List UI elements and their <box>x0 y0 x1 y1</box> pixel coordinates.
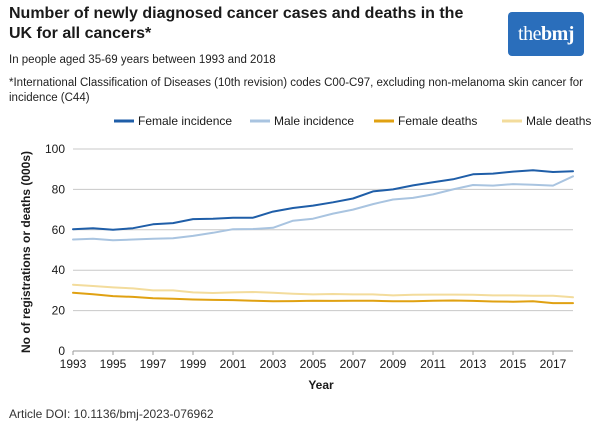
chart-note: *International Classification of Disease… <box>9 77 584 104</box>
y-tick-label: 20 <box>52 304 66 318</box>
x-tick-label: 2009 <box>380 357 407 371</box>
x-tick-label: 1995 <box>100 357 127 371</box>
gridlines <box>73 148 573 352</box>
y-tick-label: 0 <box>58 344 65 358</box>
x-axis-label: Year <box>308 378 334 392</box>
x-tick-label: 2017 <box>540 357 567 371</box>
y-tick-label: 40 <box>52 263 66 277</box>
y-tick-label: 100 <box>45 142 65 156</box>
legend-label: Male incidence <box>274 114 354 128</box>
chart-legend: Female incidence Male incidence Female dea… <box>114 114 591 128</box>
series-line-female-deaths <box>72 291 574 305</box>
legend-label: Female deaths <box>398 114 477 128</box>
article-doi: Article DOI: 10.1136/bmj-2023-076962 <box>9 407 214 421</box>
chart-title: Number of newly diagnosed cancer cases a… <box>9 5 464 42</box>
y-axis-label: No of registrations or deaths (000s) <box>19 151 33 353</box>
x-tick-label: 2011 <box>420 357 446 371</box>
legend-label: Female incidence <box>138 114 232 128</box>
y-tick-label: 60 <box>52 223 66 237</box>
logo-brand: bmj <box>540 22 574 45</box>
series-line-female-incidence <box>72 169 574 231</box>
x-tick-label: 1997 <box>140 357 167 371</box>
series-lines <box>72 169 574 305</box>
chart-subtitle: In people aged 35-69 years between 1993 … <box>9 54 276 66</box>
x-tick-label: 2015 <box>500 357 527 371</box>
x-axis-ticks: 1993 1995 1997 1999 2001 2003 2005 2007 2009 2011… <box>60 351 567 371</box>
x-tick-label: 2007 <box>340 357 367 371</box>
series-line-male-deaths <box>72 283 574 299</box>
legend-label: Male deaths <box>526 114 591 128</box>
y-axis-ticks: 0 20 40 60 80 100 <box>45 142 65 358</box>
x-tick-label: 2013 <box>460 357 487 371</box>
x-tick-label: 1999 <box>180 357 207 371</box>
logo-prefix: the <box>518 22 541 45</box>
y-tick-label: 80 <box>52 182 66 196</box>
bmj-logo: the bmj <box>508 12 584 56</box>
series-line-male-incidence <box>72 175 574 242</box>
x-tick-label: 2001 <box>220 357 247 371</box>
x-tick-label: 2003 <box>260 357 287 371</box>
x-tick-label: 2005 <box>300 357 327 371</box>
x-tick-label: 1993 <box>60 357 87 371</box>
